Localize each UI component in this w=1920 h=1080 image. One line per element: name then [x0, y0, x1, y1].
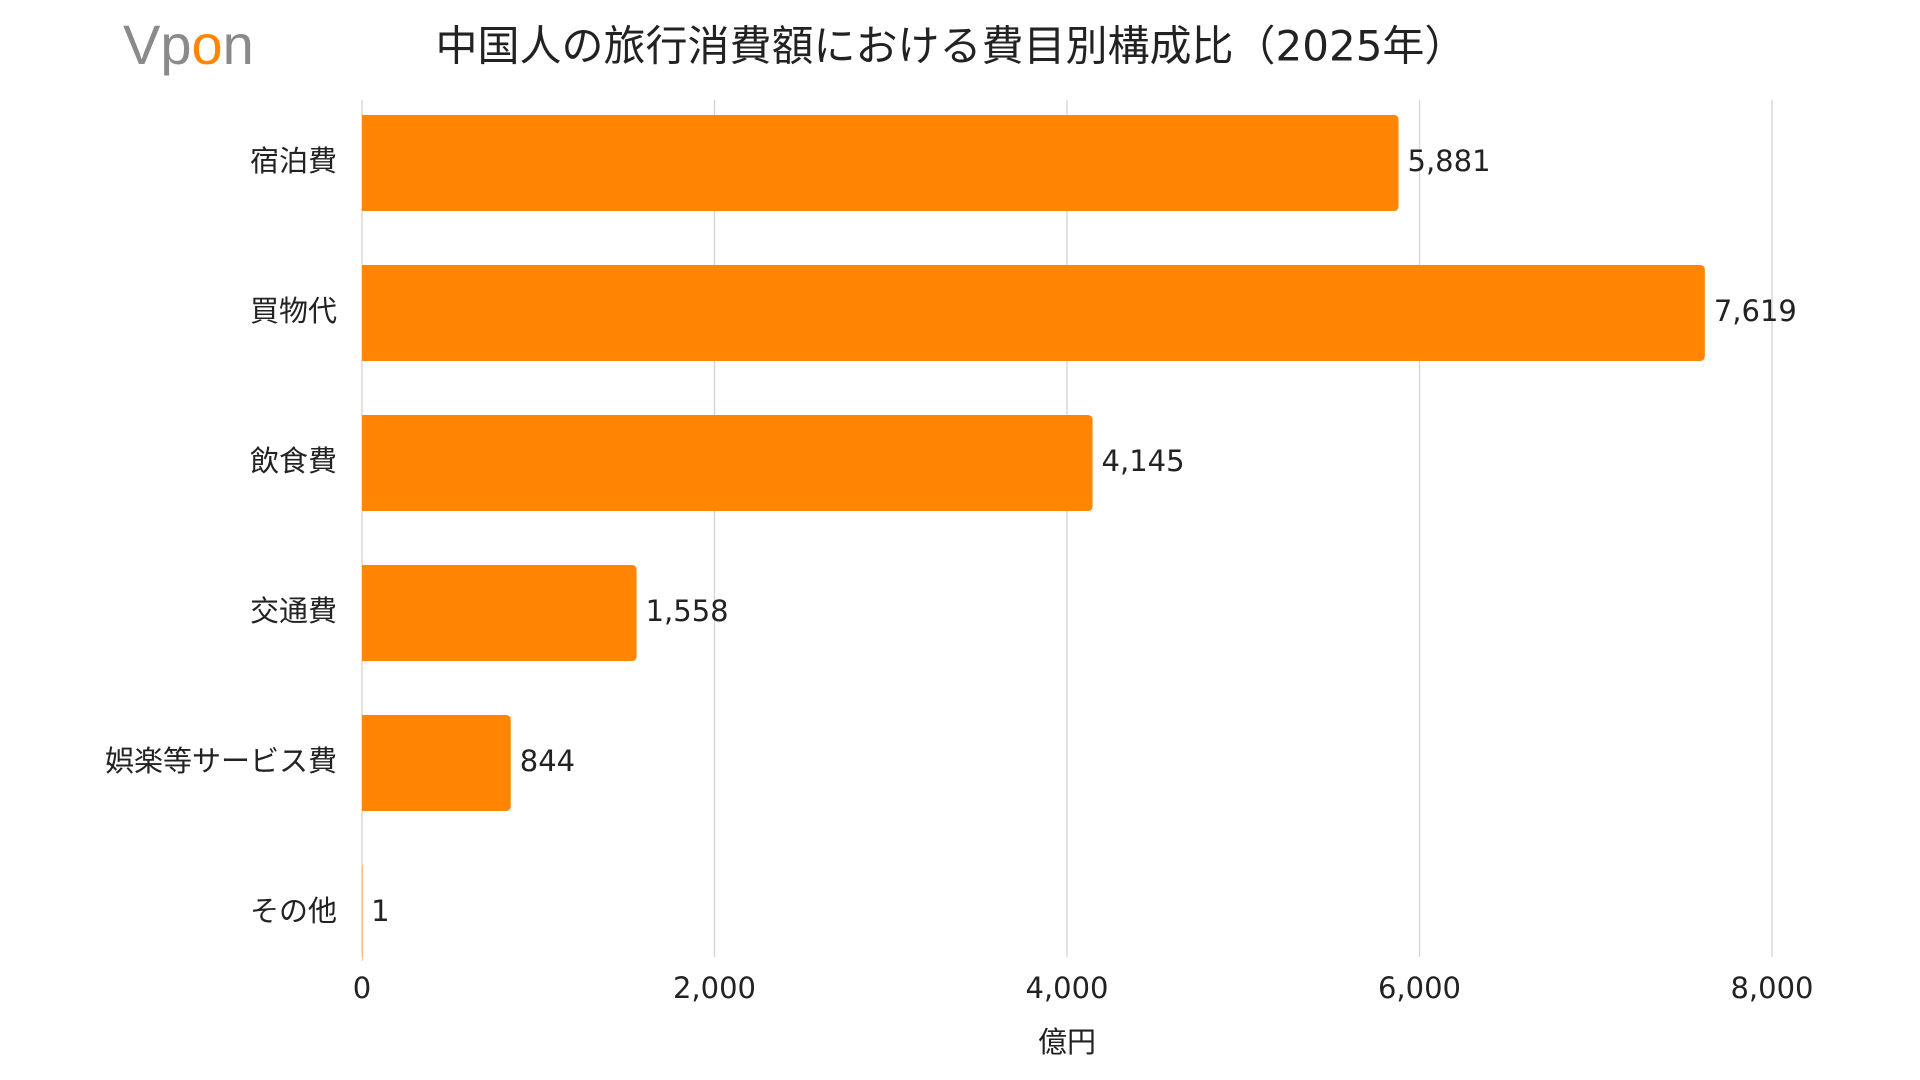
y-tick-label: その他	[250, 894, 337, 928]
value-label: 1,558	[646, 594, 729, 628]
y-tick-label: 娯楽等サービス費	[105, 744, 337, 778]
value-label: 5,881	[1408, 144, 1491, 178]
y-tick-label: 宿泊費	[250, 144, 337, 178]
bar	[362, 565, 637, 661]
y-tick-label: 買物代	[250, 294, 337, 328]
chart-title: 中国人の旅行消費額における費目別構成比（2025年）	[436, 22, 1467, 71]
bar	[362, 715, 511, 811]
x-tick-label: 0	[353, 971, 371, 1005]
value-label: 4,145	[1102, 444, 1185, 478]
bar	[362, 865, 363, 961]
bar	[362, 415, 1093, 511]
value-label: 1	[371, 894, 389, 928]
x-tick-label: 8,000	[1730, 971, 1813, 1005]
x-tick-label: 4,000	[1025, 971, 1108, 1005]
x-tick-label: 2,000	[673, 971, 756, 1005]
x-axis-label: 億円	[1038, 1025, 1096, 1059]
x-tick-label: 6,000	[1378, 971, 1461, 1005]
y-tick-label: 交通費	[250, 594, 337, 628]
y-tick-label: 飲食費	[250, 444, 337, 478]
bar	[362, 265, 1705, 361]
value-label: 844	[520, 744, 575, 778]
logo: Vpon	[123, 13, 254, 76]
value-label: 7,619	[1714, 294, 1797, 328]
bar	[362, 115, 1399, 211]
